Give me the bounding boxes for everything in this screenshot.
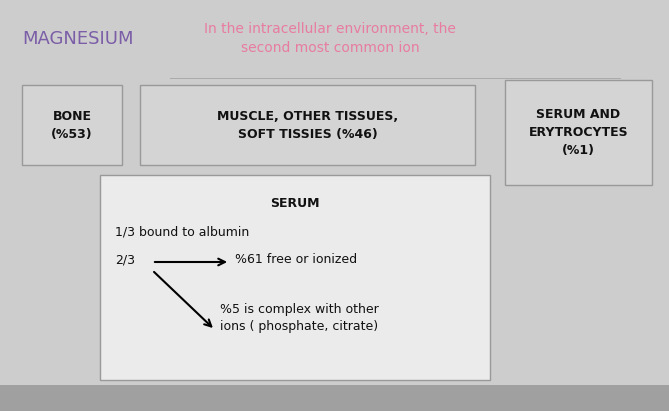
Text: MAGNESIUM: MAGNESIUM [22,30,134,48]
Text: BONE
(%53): BONE (%53) [52,109,93,141]
Text: 1/3 bound to albumin: 1/3 bound to albumin [115,225,250,238]
Bar [22,85,122,165]
Text: SERUM: SERUM [270,197,320,210]
Text: %61 free or ionized: %61 free or ionized [235,253,357,266]
Text: %5 is complex with other
ions ( phosphate, citrate): %5 is complex with other ions ( phosphat… [220,303,379,333]
Bar [140,85,475,165]
Text: 2/3: 2/3 [115,253,135,266]
Text: MUSCLE, OTHER TISSUES,
SOFT TISSIES (%46): MUSCLE, OTHER TISSUES, SOFT TISSIES (%46… [217,109,398,141]
Bar [0,385,669,411]
Bar [505,80,652,185]
Text: SERUM AND
ERYTROCYTES
(%1): SERUM AND ERYTROCYTES (%1) [529,108,628,157]
Text: In the intracellular environment, the
second most common ion: In the intracellular environment, the se… [204,22,456,55]
Bar [100,175,490,380]
